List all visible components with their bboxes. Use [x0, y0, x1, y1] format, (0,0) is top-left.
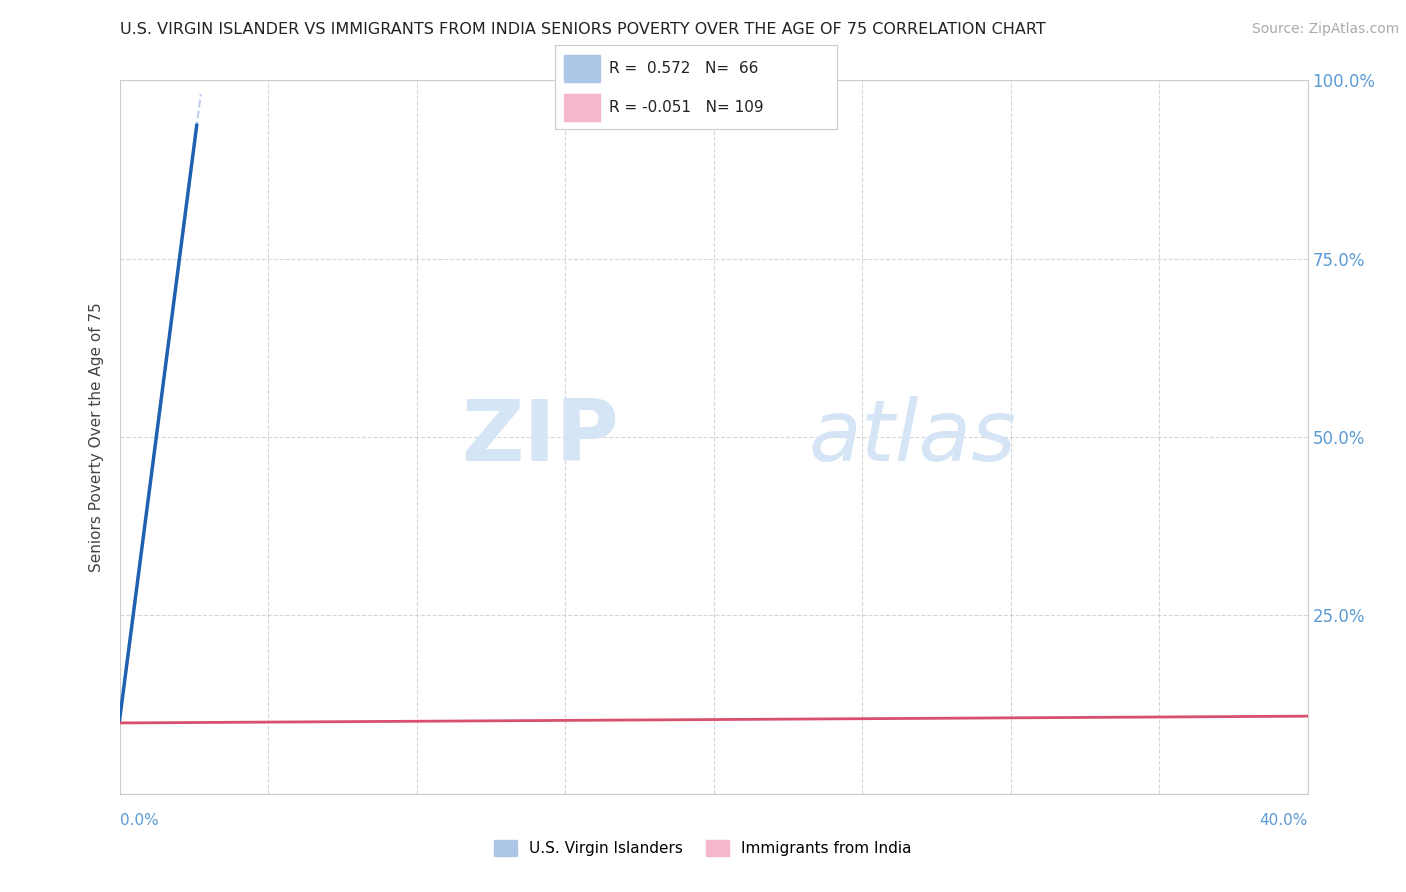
Text: 0.0%: 0.0%: [120, 814, 159, 828]
Text: R =  0.572   N=  66: R = 0.572 N= 66: [609, 61, 758, 76]
Bar: [564, 94, 600, 120]
Text: atlas: atlas: [808, 395, 1017, 479]
Text: Source: ZipAtlas.com: Source: ZipAtlas.com: [1251, 22, 1399, 37]
Y-axis label: Seniors Poverty Over the Age of 75: Seniors Poverty Over the Age of 75: [89, 302, 104, 572]
Text: R = -0.051   N= 109: R = -0.051 N= 109: [609, 100, 763, 115]
Text: U.S. VIRGIN ISLANDER VS IMMIGRANTS FROM INDIA SENIORS POVERTY OVER THE AGE OF 75: U.S. VIRGIN ISLANDER VS IMMIGRANTS FROM …: [120, 22, 1045, 37]
Text: 40.0%: 40.0%: [1260, 814, 1308, 828]
Bar: [564, 54, 600, 82]
Text: ZIP: ZIP: [461, 395, 619, 479]
Legend: U.S. Virgin Islanders, Immigrants from India: U.S. Virgin Islanders, Immigrants from I…: [488, 834, 918, 862]
